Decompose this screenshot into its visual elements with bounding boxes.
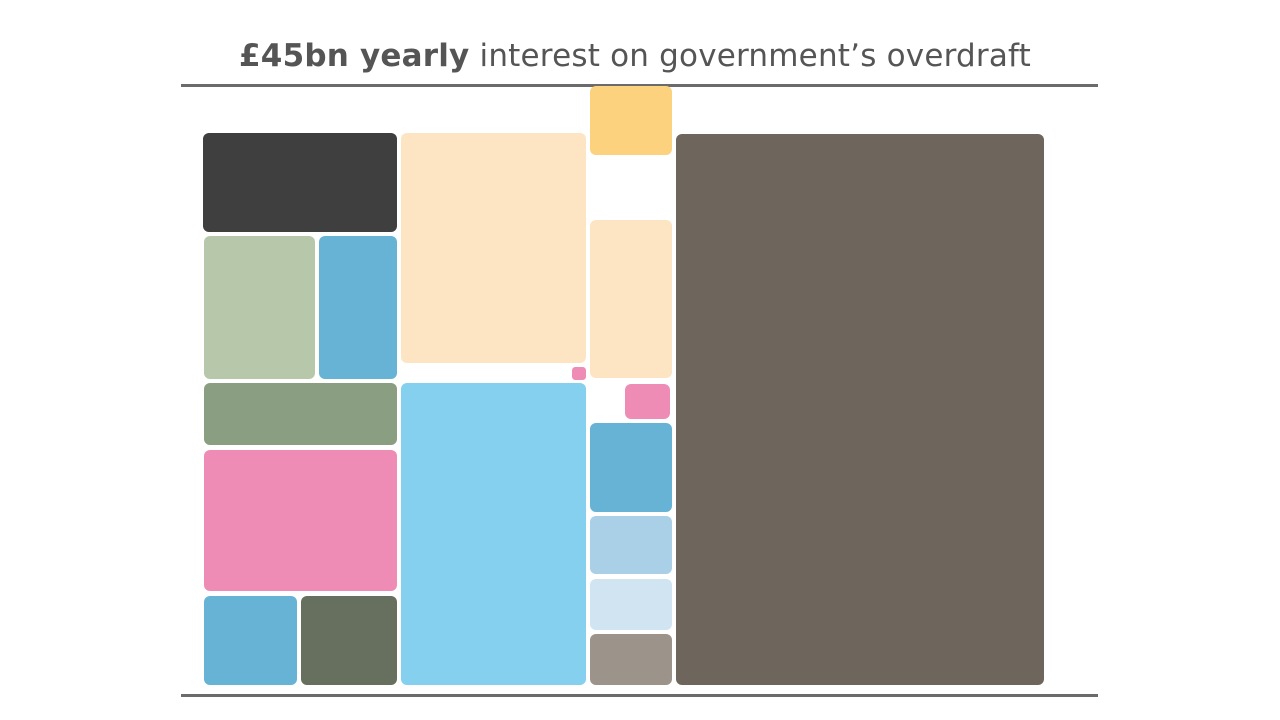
- treemap-block-blue-bottom-left: [204, 596, 297, 685]
- treemap-block-sky-blue-large: [401, 383, 586, 685]
- treemap-block-slate-green: [301, 596, 397, 685]
- treemap-block-interest-overdraft: [676, 134, 1044, 685]
- treemap-block-peach-large: [401, 133, 586, 363]
- treemap-block-pink-large: [204, 450, 397, 591]
- chart-title: £45bn yearly interest on government’s ov…: [0, 38, 1270, 74]
- treemap-block-sage: [204, 236, 315, 379]
- treemap-block-pink-tiny: [572, 367, 586, 380]
- chart-title-rest: interest on government’s overdraft: [469, 38, 1031, 74]
- treemap-block-peach-small: [590, 220, 672, 378]
- treemap-block-pale-blue: [590, 579, 672, 630]
- treemap-block-light-blue: [590, 516, 672, 574]
- treemap-block-pink-small: [625, 384, 670, 419]
- chart-title-bold: £45bn yearly: [239, 38, 470, 74]
- treemap-block-yellow: [590, 86, 672, 155]
- treemap-block-grey-taupe: [590, 634, 672, 685]
- bottom-rule: [181, 694, 1098, 697]
- treemap-block-blue-small: [319, 236, 397, 379]
- treemap-block-dark-sage: [204, 383, 397, 445]
- treemap-block-dark-charcoal: [203, 133, 397, 232]
- treemap-block-blue-medium: [590, 423, 672, 512]
- top-rule: [181, 84, 1098, 87]
